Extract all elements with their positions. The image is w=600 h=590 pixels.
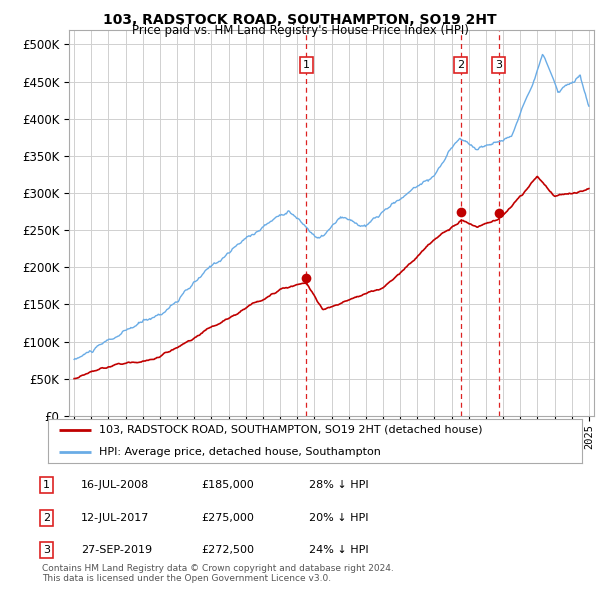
Text: 2: 2: [43, 513, 50, 523]
Text: 103, RADSTOCK ROAD, SOUTHAMPTON, SO19 2HT (detached house): 103, RADSTOCK ROAD, SOUTHAMPTON, SO19 2H…: [99, 425, 482, 435]
Text: 2: 2: [457, 60, 464, 70]
Text: £275,000: £275,000: [201, 513, 254, 523]
Text: 16-JUL-2008: 16-JUL-2008: [81, 480, 149, 490]
Text: 103, RADSTOCK ROAD, SOUTHAMPTON, SO19 2HT: 103, RADSTOCK ROAD, SOUTHAMPTON, SO19 2H…: [103, 13, 497, 27]
Text: HPI: Average price, detached house, Southampton: HPI: Average price, detached house, Sout…: [99, 447, 380, 457]
Text: 28% ↓ HPI: 28% ↓ HPI: [309, 480, 368, 490]
Text: 20% ↓ HPI: 20% ↓ HPI: [309, 513, 368, 523]
Text: £272,500: £272,500: [201, 545, 254, 555]
Text: 1: 1: [303, 60, 310, 70]
Text: 24% ↓ HPI: 24% ↓ HPI: [309, 545, 368, 555]
Text: 1: 1: [43, 480, 50, 490]
Text: £185,000: £185,000: [201, 480, 254, 490]
Text: Contains HM Land Registry data © Crown copyright and database right 2024.
This d: Contains HM Land Registry data © Crown c…: [42, 563, 394, 583]
Text: 3: 3: [43, 545, 50, 555]
Text: 12-JUL-2017: 12-JUL-2017: [81, 513, 149, 523]
Text: Price paid vs. HM Land Registry's House Price Index (HPI): Price paid vs. HM Land Registry's House …: [131, 24, 469, 37]
Text: 27-SEP-2019: 27-SEP-2019: [81, 545, 152, 555]
Text: 3: 3: [495, 60, 502, 70]
